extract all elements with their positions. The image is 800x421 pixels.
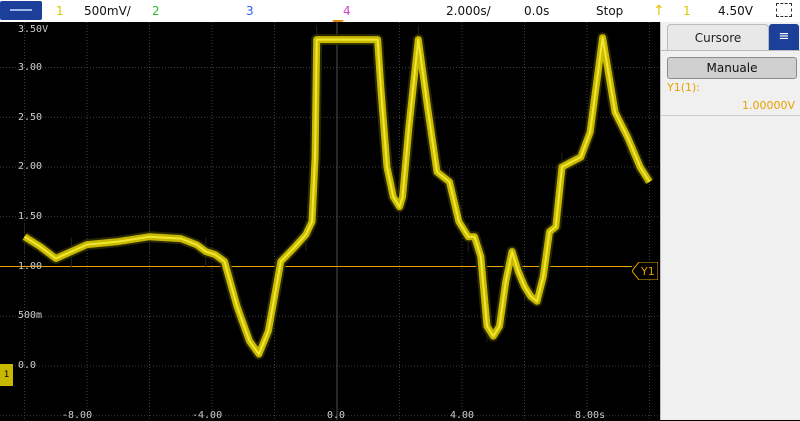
y1-cursor-tag[interactable]: Y1: [632, 262, 658, 280]
toolbar: 1 500mV/ 2 3 4 2.000s/ 0.0s Stop ↑ 1 4.5…: [0, 0, 800, 22]
channel3-indicator[interactable]: 3: [246, 4, 254, 18]
y1-cursor-label: Y1: [640, 265, 655, 278]
selection-box-icon[interactable]: [776, 3, 792, 17]
y-tick-label: 2.50: [18, 112, 43, 123]
y-tick-label: 500m: [18, 310, 43, 321]
waveform-core: [23, 36, 651, 356]
y-tick-label: 1.50: [18, 211, 43, 222]
cursor-mode-button[interactable]: Manuale: [667, 57, 797, 79]
y-tick-label: 1.00: [18, 261, 43, 272]
cursor-panel: Cursore ≡ Manuale Y1(1): 1.00000V: [660, 22, 800, 420]
channel1-indicator[interactable]: 1: [56, 4, 64, 18]
waveform-svg[interactable]: [0, 22, 660, 420]
y-tick-label: 3.50V: [18, 24, 49, 35]
trigger-source[interactable]: 1: [683, 4, 691, 18]
cursor-settings-icon[interactable]: ≡: [769, 24, 799, 50]
x-tick-label: -8.00: [62, 410, 93, 421]
x-tick-label: 4.00: [450, 410, 475, 421]
x-tick-label: 0.0: [327, 410, 346, 421]
y1-value[interactable]: 1.00000V: [741, 99, 795, 112]
y-tick-label: 3.00: [18, 62, 43, 73]
tab-divider: [661, 50, 800, 51]
x-tick-label: -4.00: [192, 410, 223, 421]
channel1-ground-marker[interactable]: 1: [0, 364, 13, 386]
y-tick-label: 2.00: [18, 161, 43, 172]
channel1-scale[interactable]: 500mV/: [84, 4, 131, 18]
panel-divider: [661, 115, 800, 116]
tab-cursors[interactable]: Cursore: [667, 24, 769, 51]
y-tick-label: 0.0: [18, 360, 37, 371]
x-tick-label: 8.00s: [575, 410, 606, 421]
waveform-display[interactable]: 3.50V 3.00 2.50 2.00 1.50 1.00 500m 0.0 …: [0, 22, 660, 421]
trigger-level[interactable]: 4.50V: [718, 4, 753, 18]
trigger-edge-icon: ↑: [653, 3, 665, 19]
run-state[interactable]: Stop: [596, 4, 624, 18]
channel4-indicator[interactable]: 4: [343, 4, 351, 18]
keysight-logo[interactable]: [0, 1, 42, 20]
timebase-scale[interactable]: 2.000s/: [446, 4, 491, 18]
channel2-indicator[interactable]: 2: [152, 4, 160, 18]
y1-source-label: Y1(1):: [667, 81, 701, 94]
time-delay[interactable]: 0.0s: [524, 4, 550, 18]
